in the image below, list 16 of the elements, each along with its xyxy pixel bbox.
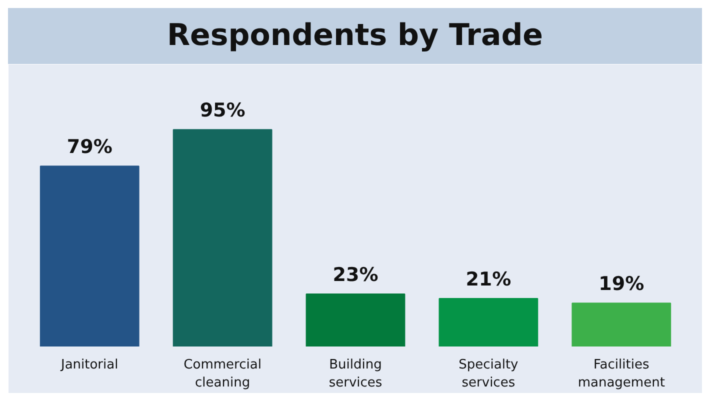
bar bbox=[572, 302, 672, 346]
bar bbox=[40, 166, 140, 346]
bar bbox=[438, 298, 538, 346]
x-tick-label: Janitorial bbox=[60, 358, 118, 372]
data-label: 23% bbox=[332, 264, 378, 286]
x-tick-label: Facilities management bbox=[578, 358, 665, 390]
bar bbox=[306, 293, 406, 346]
x-tick-label: Commercial cleaning bbox=[184, 358, 262, 390]
bar bbox=[172, 129, 272, 346]
data-label: 19% bbox=[598, 273, 644, 296]
data-label: 21% bbox=[466, 268, 512, 291]
data-label: 79% bbox=[66, 136, 112, 158]
data-label: 95% bbox=[200, 100, 246, 122]
x-tick-label: Specialty services bbox=[458, 358, 519, 390]
x-tick-label: Building services bbox=[328, 358, 382, 390]
chart-title: Respondents by Trade bbox=[166, 17, 544, 55]
